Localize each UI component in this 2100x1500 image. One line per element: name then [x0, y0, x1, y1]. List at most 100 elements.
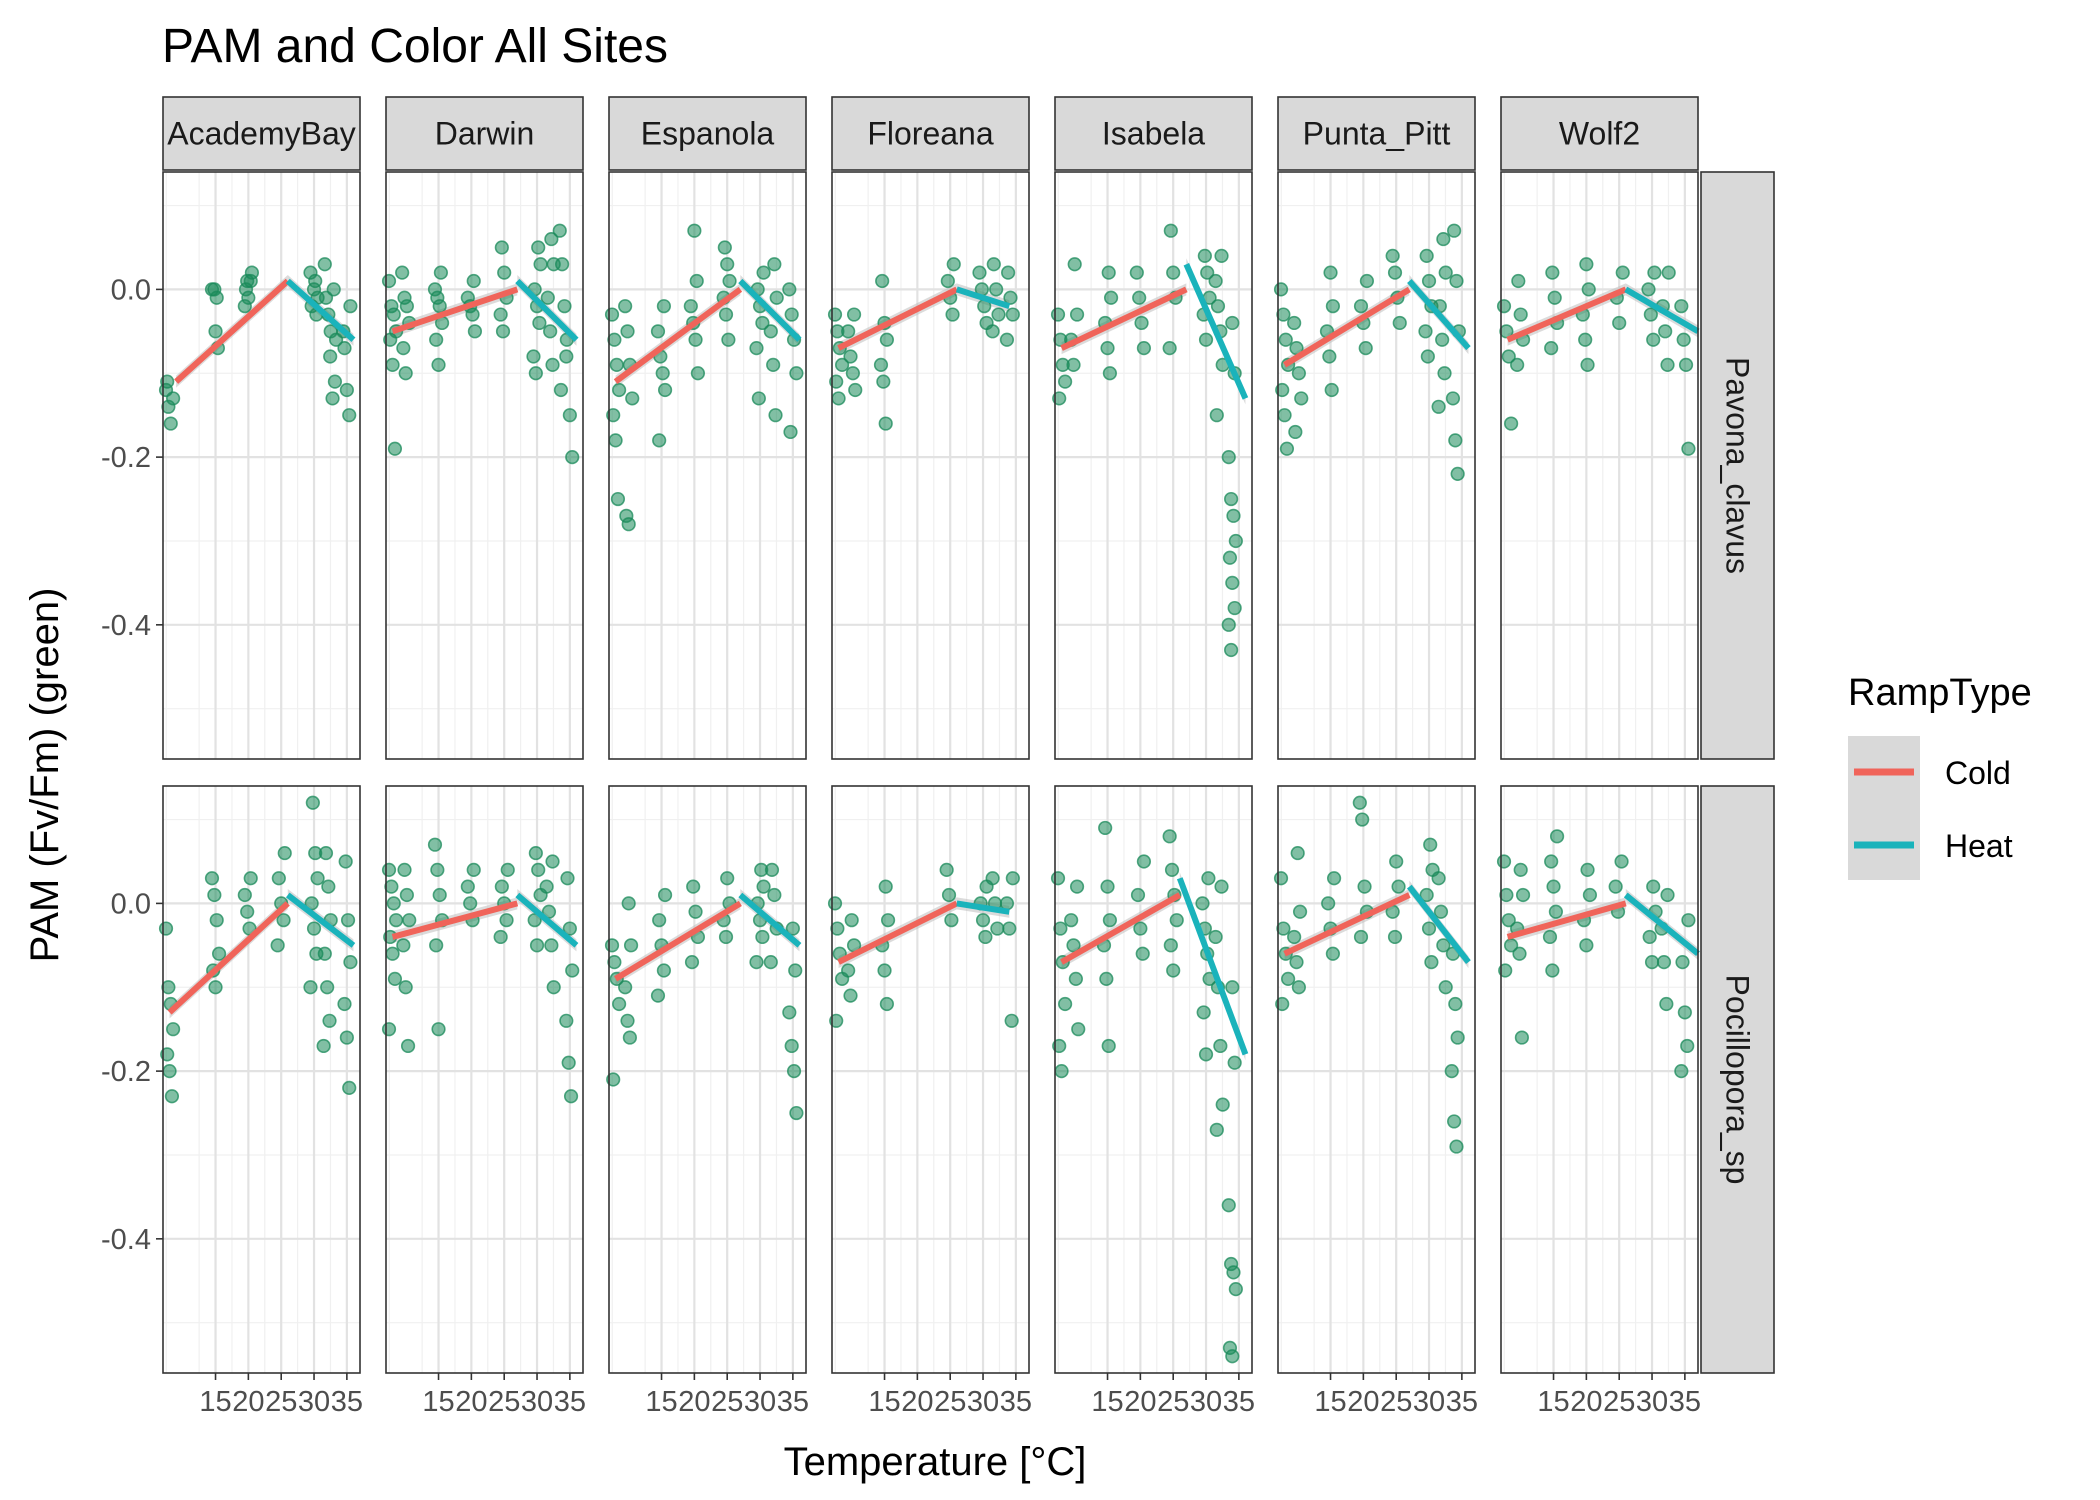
data-point: [340, 913, 356, 928]
data-point: [1133, 921, 1148, 936]
data-point: [1582, 887, 1598, 903]
data-point: [385, 946, 400, 961]
data-point: [1292, 904, 1308, 919]
trend-line-cold: [167, 901, 290, 1015]
data-point: [687, 223, 702, 238]
data-point: [207, 887, 222, 903]
data-point: [531, 862, 546, 877]
data-point: [827, 896, 843, 911]
data-point: [1276, 921, 1291, 936]
x-tick-label: 20: [232, 1386, 264, 1418]
panel-border: [1054, 785, 1253, 1374]
data-point: [783, 424, 798, 440]
strip-label-academybay: AcademyBay: [167, 116, 356, 152]
data-point: [430, 862, 445, 877]
data-point: [784, 307, 799, 322]
data-point: [718, 929, 734, 945]
data-point: [400, 1038, 416, 1054]
data-point: [606, 408, 621, 423]
data-point: [467, 324, 483, 339]
data-point: [1660, 887, 1675, 903]
data-point: [545, 854, 560, 869]
data-point: [763, 324, 778, 339]
y-tick-label: -0.4: [101, 610, 151, 642]
data-point: [1050, 307, 1066, 322]
data-point: [398, 366, 413, 381]
data-point: [766, 357, 781, 372]
data-point: [756, 879, 771, 894]
data-point: [160, 1047, 175, 1062]
x-tick-label: 15: [1091, 1386, 1123, 1418]
data-point: [1355, 812, 1370, 827]
data-point: [1450, 466, 1465, 481]
data-point: [945, 307, 960, 322]
x-tick-label: 30: [521, 1386, 553, 1418]
data-point: [560, 871, 575, 886]
data-point: [327, 374, 343, 389]
data-point: [402, 913, 417, 928]
data-point: [381, 273, 397, 289]
data-point: [1513, 307, 1528, 322]
legend-title: RampType: [1848, 672, 2032, 714]
data-point: [1681, 913, 1696, 928]
data-point: [782, 1005, 797, 1020]
data-point: [876, 374, 891, 389]
trend-line-heat: [738, 892, 802, 948]
data-point: [1581, 282, 1596, 297]
x-tick-label: 25: [1603, 1386, 1635, 1418]
data-point: [1162, 341, 1177, 356]
data-point: [1291, 980, 1306, 995]
data-point: [1445, 391, 1461, 406]
data-point: [1325, 946, 1340, 961]
data-point: [612, 996, 627, 1012]
x-tick-label: 25: [1157, 1386, 1189, 1418]
y-tick-label: 0.0: [111, 274, 151, 306]
data-point: [1275, 382, 1290, 398]
data-point: [1438, 265, 1453, 280]
data-point: [495, 324, 511, 339]
data-point: [843, 349, 858, 364]
data-point: [389, 913, 404, 928]
panel-pavona_clavus-floreana: [827, 171, 1030, 760]
strip-label-punta_pitt: Punta_Pitt: [1303, 116, 1451, 152]
data-point: [539, 879, 554, 894]
data-point: [1164, 862, 1180, 877]
data-point: [1064, 913, 1079, 928]
data-point: [431, 357, 446, 372]
x-tick-label: 25: [934, 1386, 966, 1418]
data-point: [1102, 366, 1117, 381]
trend-line-cold: [1506, 286, 1627, 343]
data-point: [1002, 921, 1017, 936]
data-point: [1678, 357, 1694, 372]
x-tick-label: 15: [868, 1386, 900, 1418]
data-point: [769, 290, 784, 305]
data-point: [1353, 299, 1369, 314]
facet-panels: AcademyBay Darwin Espanola Floreana Isabela P…: [101, 96, 1775, 1418]
data-point: [1510, 357, 1525, 372]
data-point: [1438, 980, 1453, 995]
data-point: [326, 282, 341, 297]
data-point: [620, 324, 635, 339]
trend-line-cold: [1060, 892, 1182, 965]
x-tick-label: 15: [1314, 1386, 1346, 1418]
data-point: [1221, 617, 1236, 632]
data-point: [1225, 575, 1240, 591]
data-point: [531, 240, 546, 255]
data-point: [1542, 929, 1558, 945]
data-point: [785, 921, 800, 936]
x-tick-label: 20: [1124, 1386, 1156, 1418]
data-point: [831, 391, 846, 406]
data-point: [939, 862, 954, 877]
data-point: [1608, 879, 1623, 894]
x-tick-label: 15: [1537, 1386, 1569, 1418]
data-point: [343, 299, 358, 314]
data-point: [1641, 282, 1656, 297]
data-point: [1275, 996, 1290, 1012]
data-point: [277, 845, 292, 861]
data-point: [1281, 971, 1296, 986]
data-point: [989, 282, 1004, 297]
data-point: [317, 257, 332, 272]
data-point: [306, 921, 322, 936]
data-point: [1210, 299, 1226, 314]
